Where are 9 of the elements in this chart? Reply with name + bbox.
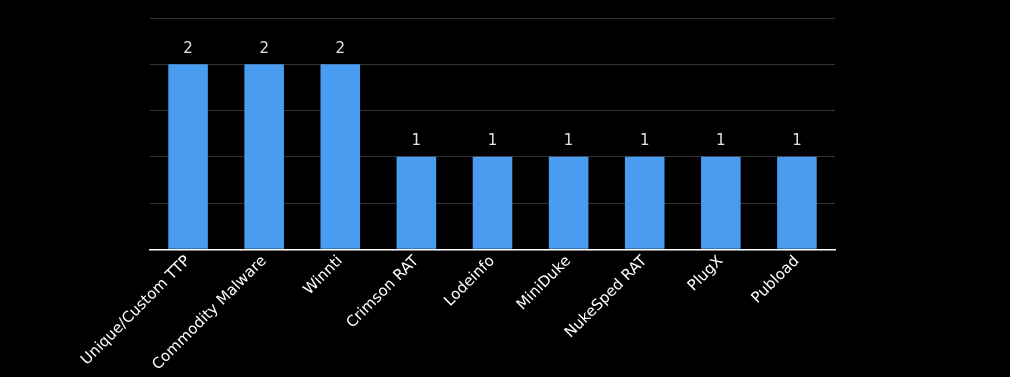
data-label: 1 bbox=[487, 131, 498, 150]
data-label: 2 bbox=[259, 38, 269, 57]
data-label: 1 bbox=[792, 131, 802, 150]
data-label: 1 bbox=[639, 131, 650, 150]
data-label: 1 bbox=[411, 131, 422, 150]
data-label: 2 bbox=[183, 38, 193, 57]
data-label: 1 bbox=[563, 131, 574, 150]
data-label: 1 bbox=[716, 131, 726, 150]
data-label: 2 bbox=[335, 38, 346, 57]
